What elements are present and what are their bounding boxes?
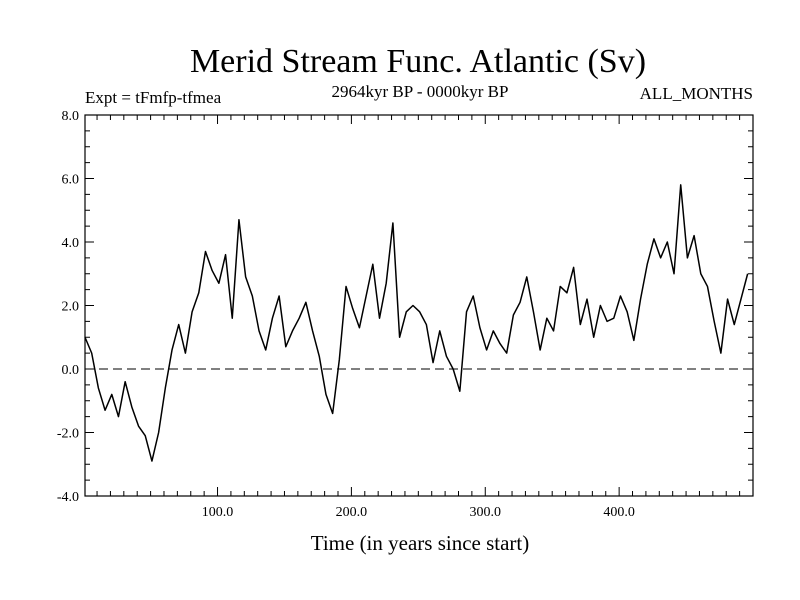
chart-subtitle-right: ALL_MONTHS [640,84,753,103]
x-tick-label: 400.0 [603,505,635,520]
x-axis-label: Time (in years since start) [311,531,530,555]
plot-frame [84,114,754,497]
y-tick-label: -2.0 [57,427,79,442]
x-tick-label: 300.0 [470,505,502,520]
chart-subtitle-left: Expt = tFmfp-tfmea [85,88,222,107]
y-tick-label: 4.0 [62,236,80,251]
x-tick-labels: 100.0 200.0 300.0 400.0 [202,505,635,520]
y-tick-label: -4.0 [57,490,79,505]
y-tick-labels: -4.0 -2.0 0.0 2.0 4.0 6.0 8.0 [57,109,79,505]
y-tick-label: 2.0 [62,300,80,315]
y-tick-label: 6.0 [62,173,80,188]
series-line [84,184,749,462]
chart-title: Merid Stream Func. Atlantic (Sv) [190,43,646,80]
x-tick-label: 200.0 [336,505,368,520]
y-tick-label: 8.0 [62,109,80,124]
chart-subtitle-center: 2964kyr BP - 0000kyr BP [332,82,509,101]
ticks-layer [85,114,753,497]
x-tick-label: 100.0 [202,505,234,520]
y-tick-label: 0.0 [62,363,80,378]
